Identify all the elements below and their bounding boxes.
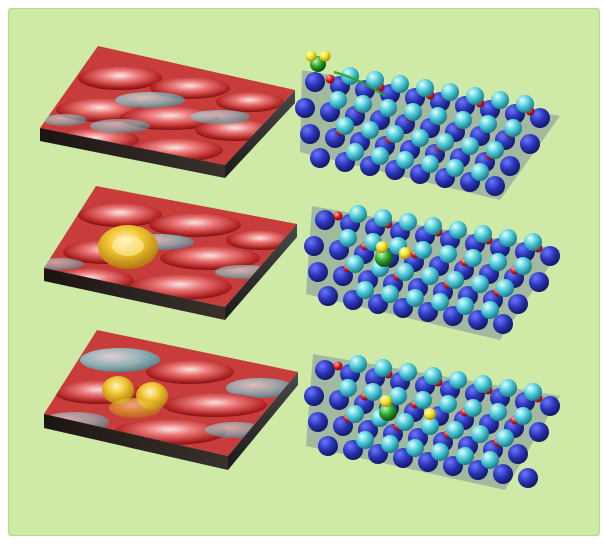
trajectory	[333, 70, 386, 98]
lattice-cyan-layer	[339, 205, 542, 319]
adsorbate-molecule	[305, 50, 386, 98]
stm-texture	[44, 203, 294, 300]
stm-base-side	[228, 372, 298, 470]
stm-base-side	[225, 90, 295, 178]
adsorbate-molecule	[375, 241, 411, 267]
bright-feature-left	[102, 376, 134, 404]
stm-panel-1	[40, 46, 295, 178]
lattice-blue-layer	[304, 210, 560, 334]
stm-texture	[43, 66, 284, 162]
model-panel-1	[295, 50, 560, 200]
adsorbate-fragments	[379, 395, 436, 421]
lattice-cyan-layer	[339, 355, 542, 469]
model-panel-2	[304, 205, 560, 340]
stm-base-front	[40, 128, 225, 178]
lattice-cyan-layer	[329, 67, 534, 181]
stm-base-front	[44, 414, 228, 470]
stm-panel-2	[44, 186, 297, 320]
stm-panel-3	[44, 330, 298, 470]
stm-base-front	[44, 268, 225, 320]
stm-base-side	[225, 224, 297, 320]
model-panel-3	[304, 354, 560, 490]
